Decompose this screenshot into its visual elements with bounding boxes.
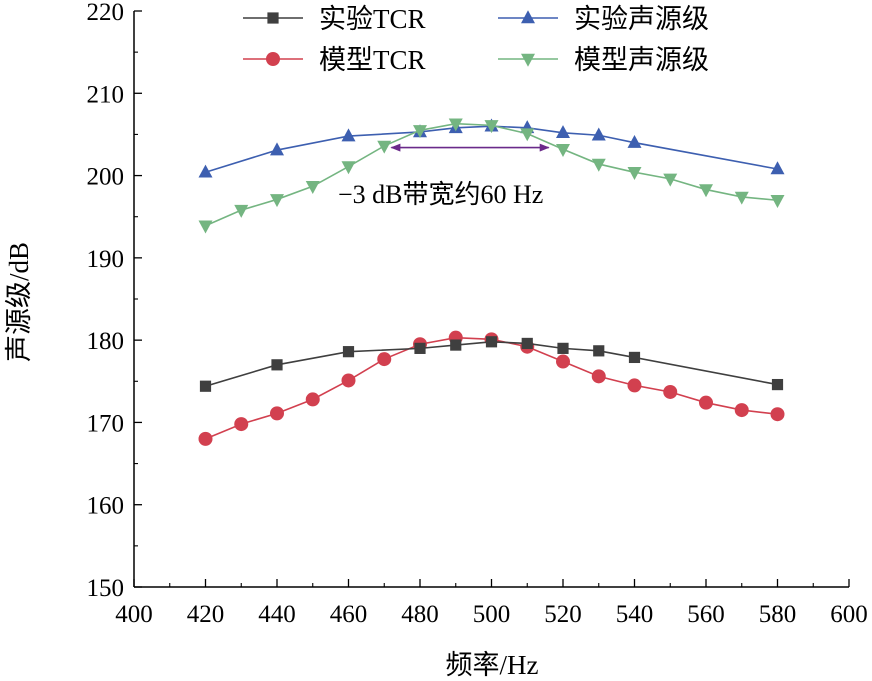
x-tick-label: 500	[473, 601, 511, 628]
data-point	[198, 220, 213, 234]
data-point	[341, 373, 356, 388]
data-point	[627, 134, 642, 148]
data-point	[199, 380, 212, 392]
y-axis-title: 声源级/dB	[4, 242, 34, 362]
data-point	[520, 128, 535, 142]
legend-label: 模型TCR	[319, 45, 426, 75]
data-point	[270, 194, 284, 208]
data-point	[556, 354, 570, 369]
data-point	[556, 143, 570, 157]
data-point	[414, 342, 426, 354]
legend-marker	[266, 52, 280, 66]
x-tick-label: 600	[830, 601, 868, 628]
legend-item-3: 模型声源级	[498, 45, 709, 75]
data-point	[591, 127, 606, 141]
series-2	[198, 330, 785, 446]
x-tick-label: 520	[544, 601, 582, 628]
data-point	[591, 158, 606, 172]
legend-label: 实验TCR	[319, 4, 426, 34]
x-tick-label: 580	[759, 601, 797, 628]
data-point	[234, 204, 249, 218]
data-point	[341, 128, 356, 142]
series-line	[205, 340, 778, 387]
y-tick-label: 180	[87, 328, 125, 355]
data-point	[270, 142, 284, 156]
data-point	[699, 395, 713, 410]
y-tick-label: 160	[87, 493, 125, 520]
data-point	[663, 173, 678, 187]
data-point	[342, 346, 355, 358]
data-point	[270, 406, 284, 421]
data-point	[770, 195, 785, 208]
data-point	[734, 191, 749, 205]
y-tick-label: 220	[87, 0, 125, 26]
data-point	[591, 369, 606, 384]
x-axis-title: 频率/Hz	[446, 650, 539, 680]
series-line	[205, 125, 778, 174]
series-0	[199, 336, 784, 392]
data-point	[627, 167, 642, 180]
data-point	[271, 359, 283, 371]
series-line	[205, 122, 778, 227]
data-point	[377, 140, 392, 154]
x-tick-label: 460	[330, 601, 368, 628]
bandwidth-annotation: −3 dB带宽约60 Hz	[338, 180, 543, 209]
axes: 400 420 440 460 480 500 520 540 560 580 600 150 160 1…	[87, 0, 868, 628]
x-tick-label: 400	[115, 601, 153, 628]
y-tick-label: 190	[87, 246, 125, 273]
data-point	[771, 378, 784, 391]
data-point	[521, 337, 533, 350]
x-tick-label: 480	[401, 601, 439, 628]
data-point	[198, 431, 213, 446]
data-point	[770, 161, 785, 175]
series-line	[205, 336, 778, 440]
data-point	[593, 345, 605, 357]
data-point	[770, 407, 785, 422]
data-point	[628, 351, 641, 364]
y-tick-label: 200	[87, 164, 125, 191]
data-point	[305, 181, 320, 194]
data-point	[484, 120, 499, 134]
x-tick-label: 420	[187, 601, 225, 628]
data-point	[556, 125, 570, 139]
data-point	[448, 118, 463, 132]
legend-item-1: 实验声源级	[498, 4, 709, 34]
legend-label: 实验声源级	[574, 4, 709, 34]
y-tick-label: 170	[87, 410, 125, 437]
data-point	[663, 384, 678, 399]
x-tick-label: 560	[687, 601, 725, 628]
data-point	[627, 378, 642, 393]
data-point	[485, 336, 498, 348]
legend-item-0: 实验TCR	[243, 4, 426, 34]
x-tick-label: 540	[616, 601, 654, 628]
data-point	[377, 352, 392, 367]
data-point	[341, 161, 356, 175]
y-tick-label: 210	[87, 81, 125, 108]
series-layer	[198, 118, 785, 446]
legend-label: 模型声源级	[574, 45, 709, 75]
data-point	[198, 164, 213, 178]
data-point	[557, 342, 569, 354]
data-point	[234, 417, 249, 432]
data-point	[699, 184, 713, 198]
series-3	[198, 118, 785, 234]
legend-item-2: 模型TCR	[243, 45, 426, 75]
data-point	[734, 403, 749, 418]
data-point	[450, 339, 462, 351]
x-tick-label: 440	[258, 601, 296, 628]
legend-marker	[521, 53, 535, 67]
legend-marker	[521, 10, 535, 24]
annotation-layer: −3 dB带宽约60 Hz	[338, 143, 550, 209]
legend-marker	[267, 12, 279, 24]
data-point	[305, 392, 320, 407]
data-point	[413, 125, 427, 139]
y-tick-label: 150	[87, 575, 125, 602]
